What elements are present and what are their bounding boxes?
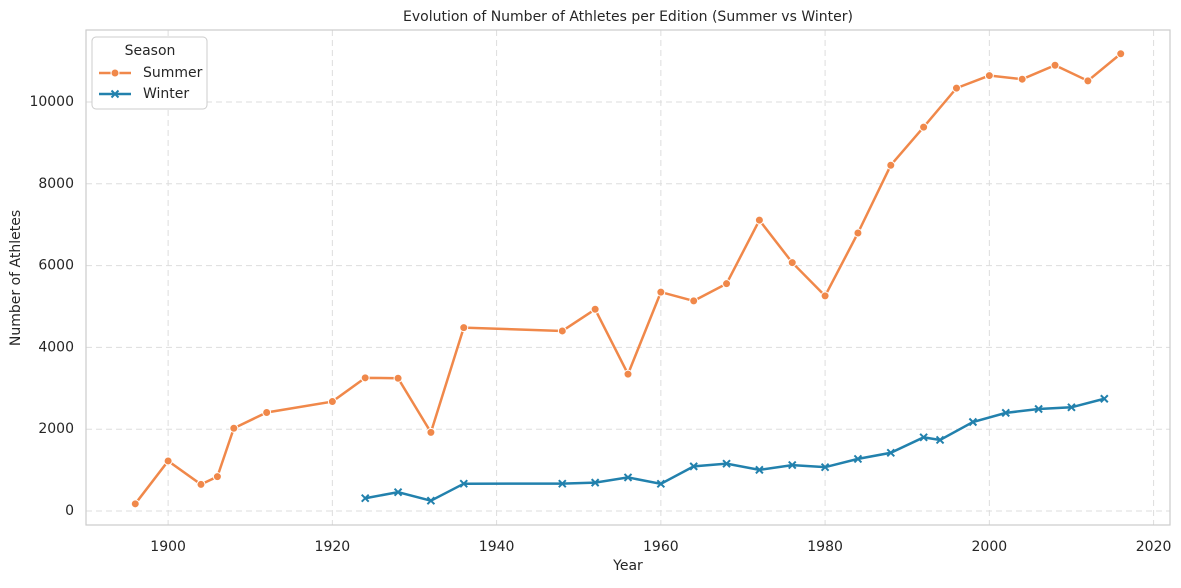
- chart-title: Evolution of Number of Athletes per Edit…: [403, 9, 853, 25]
- point: [886, 160, 896, 170]
- x-tick-label: 1940: [479, 539, 515, 555]
- series-line: [364, 397, 1105, 503]
- point: [130, 499, 140, 509]
- legend-label: Summer: [143, 65, 203, 81]
- point: [935, 435, 945, 445]
- point: [689, 462, 698, 471]
- point: [951, 83, 961, 93]
- point: [820, 462, 830, 472]
- point: [623, 369, 633, 379]
- point: [1034, 404, 1043, 414]
- legend-frame: [91, 36, 208, 110]
- legend-title: Season: [125, 43, 176, 59]
- point: [212, 472, 222, 482]
- point: [754, 215, 764, 225]
- point: [196, 479, 206, 489]
- point: [788, 460, 797, 470]
- point: [393, 487, 403, 497]
- point: [360, 373, 370, 383]
- point: [656, 287, 666, 297]
- point: [1067, 403, 1076, 412]
- point: [262, 407, 272, 417]
- legend-label: Winter: [143, 86, 189, 102]
- x-tick-label: 1920: [315, 539, 351, 555]
- legend: Season Summer Winter: [91, 36, 208, 110]
- y-tick-label: 2000: [38, 421, 74, 437]
- series-line: [134, 52, 1122, 505]
- point: [919, 433, 928, 442]
- point: [459, 479, 468, 488]
- point: [820, 291, 830, 301]
- point: [1050, 60, 1060, 70]
- point: [426, 496, 436, 505]
- point: [590, 478, 600, 487]
- point: [886, 448, 895, 458]
- point: [393, 373, 403, 383]
- point: [1001, 408, 1010, 418]
- point: [755, 465, 764, 475]
- point: [459, 323, 469, 333]
- point: [1083, 76, 1093, 86]
- legend-marker: [110, 68, 120, 78]
- point: [623, 473, 633, 482]
- point: [1100, 394, 1109, 403]
- point: [968, 417, 978, 427]
- x-tick-label: 1900: [150, 539, 186, 555]
- y-tick-label: 10000: [29, 94, 74, 110]
- y-tick-label: 6000: [38, 258, 74, 274]
- point: [1017, 74, 1027, 84]
- point: [229, 423, 239, 433]
- x-tick-label: 1960: [643, 539, 679, 555]
- y-axis-label: Number of Athletes: [8, 210, 24, 346]
- x-tick-label: 2020: [1136, 539, 1172, 555]
- point: [984, 71, 994, 81]
- x-tick-label: 2000: [972, 539, 1008, 555]
- x-tick-label: 1980: [807, 539, 843, 555]
- point: [787, 258, 797, 268]
- x-axis-label: Year: [612, 558, 643, 574]
- point: [558, 479, 567, 488]
- point: [853, 454, 863, 464]
- point: [1116, 49, 1126, 59]
- y-tick-label: 0: [65, 503, 74, 519]
- point: [656, 479, 666, 489]
- y-tick-label: 4000: [38, 339, 74, 355]
- point: [327, 397, 337, 407]
- point: [590, 304, 600, 314]
- y-tick-label: 8000: [38, 176, 74, 192]
- point: [853, 228, 863, 238]
- point: [361, 494, 370, 503]
- legend-marker: [110, 89, 120, 99]
- point: [557, 326, 567, 336]
- point: [426, 427, 436, 437]
- point: [722, 279, 732, 289]
- point: [689, 296, 699, 306]
- point: [163, 456, 173, 466]
- plot-frame: [85, 29, 1171, 526]
- point: [722, 459, 731, 468]
- point: [919, 122, 929, 132]
